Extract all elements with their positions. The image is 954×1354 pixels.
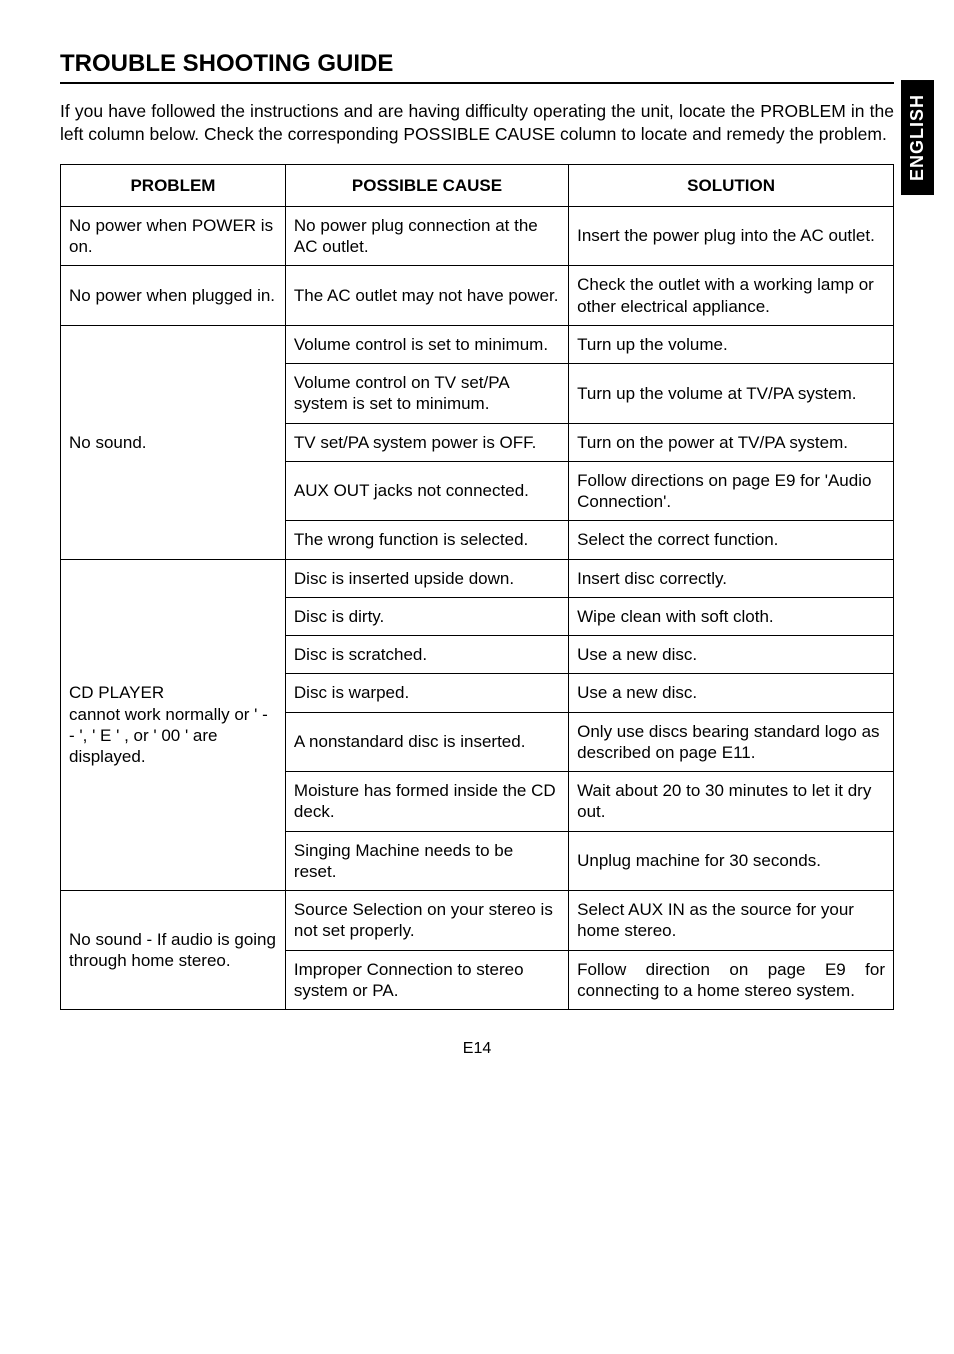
header-problem: PROBLEM [61,164,286,206]
cell-problem: No power when plugged in. [61,266,286,326]
cell-cause: AUX OUT jacks not connected. [285,461,568,521]
cell-solution: Use a new disc. [569,674,894,712]
table-row: No sound. Volume control is set to minim… [61,325,894,363]
cell-solution: Check the outlet with a working lamp or … [569,266,894,326]
cell-problem: No sound. [61,325,286,559]
cell-solution: Turn up the volume. [569,325,894,363]
cell-cause: Moisture has formed inside the CD deck. [285,772,568,832]
cell-problem: No power when POWER is on. [61,206,286,266]
language-tab: ENGLISH [901,80,934,195]
cell-cause: TV set/PA system power is OFF. [285,423,568,461]
cell-problem: CD PLAYER cannot work normally or ' - - … [61,559,286,891]
cell-solution: Turn on the power at TV/PA system. [569,423,894,461]
cell-cause: The AC outlet may not have power. [285,266,568,326]
cell-solution: Insert disc correctly. [569,559,894,597]
cell-solution: Insert the power plug into the AC outlet… [569,206,894,266]
cell-solution: Turn up the volume at TV/PA system. [569,364,894,424]
cell-cause: Disc is inserted upside down. [285,559,568,597]
cell-cause: Disc is scratched. [285,636,568,674]
table-row: CD PLAYER cannot work normally or ' - - … [61,559,894,597]
cell-cause: Disc is dirty. [285,597,568,635]
header-solution: SOLUTION [569,164,894,206]
cell-solution: Wipe clean with soft cloth. [569,597,894,635]
cell-cause: No power plug connection at the AC outle… [285,206,568,266]
table-row: No sound - If audio is going through hom… [61,891,894,951]
cell-solution: Wait about 20 to 30 minutes to let it dr… [569,772,894,832]
cell-solution: Select the correct function. [569,521,894,559]
cell-cause: Singing Machine needs to be reset. [285,831,568,891]
intro-paragraph: If you have followed the instructions an… [60,100,894,146]
page-number: E14 [60,1040,894,1058]
cell-solution: Follow direction on page E9 for connecti… [569,950,894,1010]
cell-cause: A nonstandard disc is inserted. [285,712,568,772]
cell-problem: No sound - If audio is going through hom… [61,891,286,1010]
page-title: TROUBLE SHOOTING GUIDE [60,50,894,84]
troubleshooting-table: PROBLEM POSSIBLE CAUSE SOLUTION No power… [60,164,894,1011]
cell-solution: Select AUX IN as the source for your hom… [569,891,894,951]
header-cause: POSSIBLE CAUSE [285,164,568,206]
cell-cause: Improper Connection to stereo system or … [285,950,568,1010]
cell-cause: Source Selection on your stereo is not s… [285,891,568,951]
table-row: No power when plugged in. The AC outlet … [61,266,894,326]
table-row: No power when POWER is on. No power plug… [61,206,894,266]
cell-solution: Only use discs bearing standard logo as … [569,712,894,772]
cell-cause: Volume control is set to minimum. [285,325,568,363]
cell-cause: Disc is warped. [285,674,568,712]
cell-cause: The wrong function is selected. [285,521,568,559]
cell-solution: Follow directions on page E9 for 'Audio … [569,461,894,521]
cell-solution: Use a new disc. [569,636,894,674]
cell-cause: Volume control on TV set/PA system is se… [285,364,568,424]
table-header-row: PROBLEM POSSIBLE CAUSE SOLUTION [61,164,894,206]
cell-solution: Unplug machine for 30 seconds. [569,831,894,891]
